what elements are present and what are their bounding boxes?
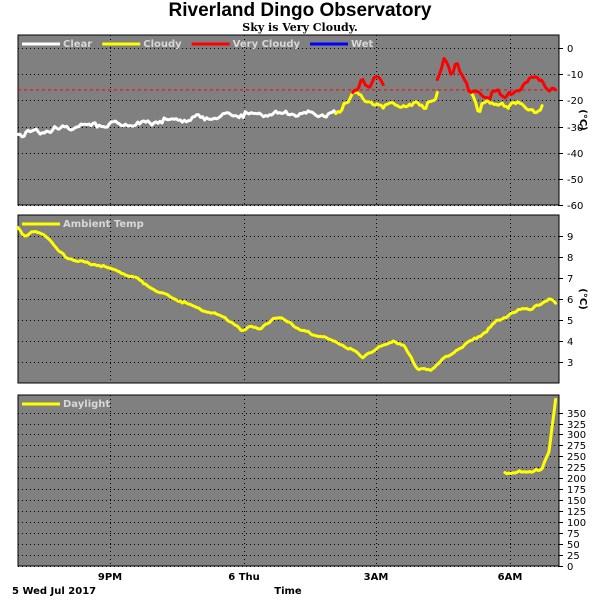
y-tick-label: 9 (567, 232, 573, 243)
y-tick-label: -40 (567, 149, 583, 160)
y-tick-label: 275 (567, 441, 586, 452)
y-tick-label: 75 (567, 529, 580, 540)
y-tick-label: 0 (567, 44, 573, 55)
plot-area-sky (17, 34, 560, 206)
y-tick-label: 25 (567, 551, 580, 562)
legend-label-clear: Clear (63, 39, 92, 50)
y-axis-label: (°C) (577, 288, 588, 309)
y-tick-label: 175 (567, 485, 586, 496)
y-tick-label: 50 (567, 540, 580, 551)
series-line-ambient-temp (16, 226, 558, 372)
y-tick-label: 6 (567, 295, 573, 306)
x-tick-label: 6AM (498, 572, 523, 583)
y-tick-label: 250 (567, 452, 586, 463)
time-axis-label: Time (274, 586, 302, 597)
x-tick-label: 9PM (98, 572, 122, 583)
legend-label-wet: Wet (351, 39, 373, 50)
x-tick-label: 6 Thu (228, 572, 260, 583)
series-line-clear (16, 109, 338, 139)
sky-status-subtitle: Sky is Very Cloudy. (242, 21, 358, 34)
y-tick-label: 4 (567, 337, 573, 348)
legend-label-very-cloudy: Very Cloudy (233, 39, 301, 50)
page-title: Riverland Dingo Observatory (168, 0, 432, 21)
y-tick-label: 100 (567, 518, 586, 529)
y-tick-label: -50 (567, 175, 583, 186)
y-tick-label: 7 (567, 274, 573, 285)
plot-area-daylight (17, 394, 560, 567)
legend-label-daylight: Daylight (63, 399, 110, 410)
y-tick-label: 3 (567, 358, 573, 369)
legend-label-cloudy: Cloudy (143, 39, 182, 50)
y-axis-label: (°C) (577, 109, 588, 130)
y-tick-label: 300 (567, 430, 586, 441)
date-label: 5 Wed Jul 2017 (12, 586, 96, 597)
y-tick-label: -30 (567, 123, 583, 134)
y-tick-label: 150 (567, 496, 586, 507)
y-tick-label: -10 (567, 70, 583, 81)
y-tick-label: 0 (567, 562, 573, 573)
y-tick-label: 225 (567, 463, 586, 474)
y-tick-label: 325 (567, 420, 586, 431)
y-tick-label: 125 (567, 507, 586, 518)
y-tick-label: -20 (567, 96, 583, 107)
y-tick-label: 5 (567, 316, 573, 327)
legend-label-ambient-temp: Ambient Temp (63, 219, 144, 230)
y-tick-label: 8 (567, 253, 573, 264)
series-line-very-cloudy (351, 57, 558, 101)
plot-area-ambient (17, 214, 560, 384)
y-tick-label: 200 (567, 474, 586, 485)
x-tick-label: 3AM (364, 572, 389, 583)
y-tick-label: 350 (567, 409, 586, 420)
series-line-daylight (503, 397, 558, 476)
y-tick-label: -60 (567, 201, 583, 212)
